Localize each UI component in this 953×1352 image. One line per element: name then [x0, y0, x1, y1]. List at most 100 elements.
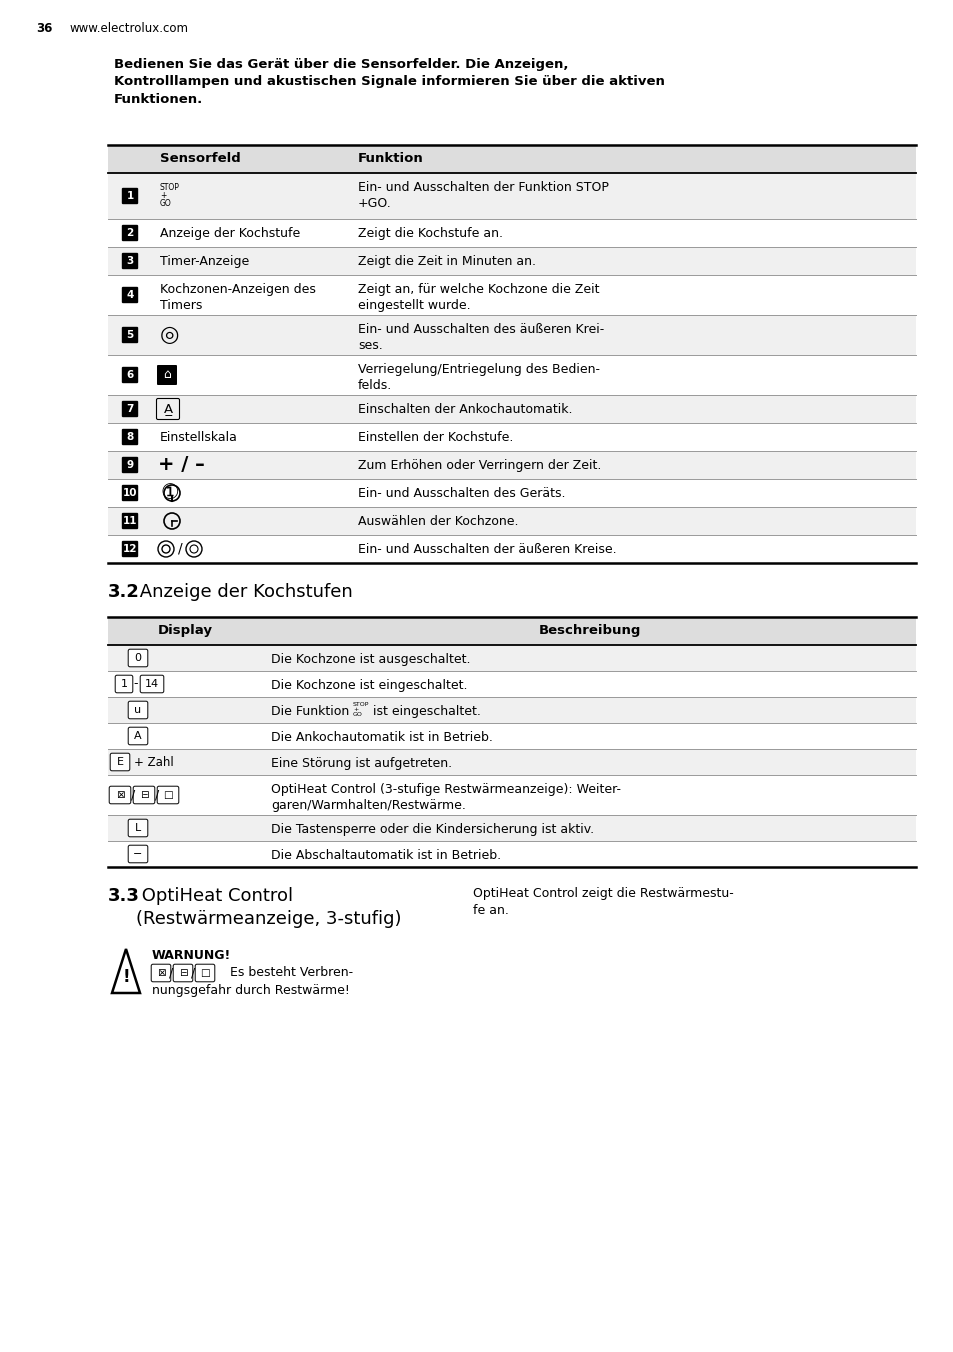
Text: 1: 1 — [120, 679, 128, 690]
Text: +: + — [353, 707, 358, 713]
Bar — [108, 645, 915, 671]
Text: 9: 9 — [127, 460, 133, 470]
Text: A̲: A̲ — [163, 403, 172, 415]
FancyBboxPatch shape — [122, 485, 138, 502]
Text: E: E — [116, 757, 123, 767]
Text: 3: 3 — [126, 256, 133, 266]
Text: OptiHeat Control zeigt die Restwärmestu-
fe an.: OptiHeat Control zeigt die Restwärmestu-… — [473, 887, 733, 917]
FancyBboxPatch shape — [115, 675, 132, 692]
FancyBboxPatch shape — [109, 787, 131, 804]
Text: OptiHeat Control (3-stufige Restwärmeanzeige): Weiter-
garen/Warmhalten/Restwärm: OptiHeat Control (3-stufige Restwärmeanz… — [271, 783, 620, 813]
Bar — [108, 423, 915, 452]
Text: 10: 10 — [123, 488, 137, 498]
Bar — [108, 452, 915, 479]
Text: ⊠: ⊠ — [156, 968, 165, 977]
Text: Zeigt an, für welche Kochzone die Zeit
eingestellt wurde.: Zeigt an, für welche Kochzone die Zeit e… — [357, 283, 598, 312]
Bar — [108, 219, 915, 247]
Text: GO: GO — [353, 713, 362, 717]
Text: Die Kochzone ist eingeschaltet.: Die Kochzone ist eingeschaltet. — [271, 679, 467, 692]
Text: ⊟: ⊟ — [139, 790, 149, 800]
FancyBboxPatch shape — [122, 253, 138, 269]
Text: +: + — [160, 191, 166, 200]
FancyBboxPatch shape — [128, 727, 148, 745]
Text: ⊟: ⊟ — [178, 968, 187, 977]
Text: Ein- und Ausschalten der äußeren Kreise.: Ein- und Ausschalten der äußeren Kreise. — [357, 544, 616, 556]
Text: Die Abschaltautomatik ist in Betrieb.: Die Abschaltautomatik ist in Betrieb. — [271, 849, 500, 863]
Bar — [108, 247, 915, 274]
Text: 7: 7 — [126, 404, 133, 414]
FancyBboxPatch shape — [128, 845, 148, 863]
Text: 36: 36 — [36, 22, 52, 35]
FancyBboxPatch shape — [128, 702, 148, 719]
Text: WARNUNG!: WARNUNG! — [152, 949, 231, 963]
Text: STOP: STOP — [160, 183, 180, 192]
Text: □: □ — [163, 790, 172, 800]
Text: −: − — [133, 849, 143, 859]
Text: ⊠: ⊠ — [115, 790, 124, 800]
FancyBboxPatch shape — [128, 819, 148, 837]
FancyBboxPatch shape — [195, 964, 214, 982]
Bar — [108, 535, 915, 562]
Text: Eine Störung ist aufgetreten.: Eine Störung ist aufgetreten. — [271, 757, 452, 771]
Text: Einstellen der Kochstufe.: Einstellen der Kochstufe. — [357, 431, 513, 443]
Text: 14: 14 — [145, 679, 159, 690]
Text: /: / — [191, 967, 195, 979]
Text: 6: 6 — [126, 370, 133, 380]
Text: u: u — [134, 704, 141, 715]
FancyBboxPatch shape — [140, 675, 164, 692]
Text: Die Funktion: Die Funktion — [271, 704, 353, 718]
Text: Beschreibung: Beschreibung — [537, 625, 640, 637]
Text: Display: Display — [158, 625, 213, 637]
Text: Zum Erhöhen oder Verringern der Zeit.: Zum Erhöhen oder Verringern der Zeit. — [357, 458, 600, 472]
Bar — [108, 356, 915, 395]
Text: !: ! — [122, 968, 130, 986]
Text: □: □ — [200, 968, 210, 977]
Bar — [108, 395, 915, 423]
Text: Funktion: Funktion — [357, 151, 423, 165]
Text: 1: 1 — [126, 191, 133, 201]
FancyBboxPatch shape — [122, 400, 138, 418]
Text: 3.3: 3.3 — [108, 887, 140, 904]
Text: STOP: STOP — [353, 702, 369, 707]
FancyBboxPatch shape — [173, 964, 193, 982]
Text: Zeigt die Zeit in Minuten an.: Zeigt die Zeit in Minuten an. — [357, 256, 536, 268]
Text: Sensorfeld: Sensorfeld — [160, 151, 240, 165]
Text: /: / — [154, 788, 159, 802]
Text: 11: 11 — [123, 516, 137, 526]
FancyBboxPatch shape — [157, 365, 177, 385]
FancyBboxPatch shape — [122, 287, 138, 303]
Text: Einschalten der Ankochautomatik.: Einschalten der Ankochautomatik. — [357, 403, 572, 416]
Text: ⌂: ⌂ — [163, 369, 171, 381]
Text: 4: 4 — [126, 289, 133, 300]
Text: ist eingeschaltet.: ist eingeschaltet. — [369, 704, 480, 718]
Text: Kochzonen-Anzeigen des
Timers: Kochzonen-Anzeigen des Timers — [160, 283, 315, 312]
Bar — [108, 145, 915, 173]
FancyBboxPatch shape — [128, 649, 148, 667]
Bar — [108, 173, 915, 219]
Text: 5: 5 — [126, 330, 133, 339]
Text: Ein- und Ausschalten der Funktion STOP
+GO.: Ein- und Ausschalten der Funktion STOP +… — [357, 181, 608, 210]
Text: nungsgefahr durch Restwärme!: nungsgefahr durch Restwärme! — [152, 984, 350, 996]
Text: -: - — [133, 677, 138, 691]
Bar — [108, 723, 915, 749]
FancyBboxPatch shape — [122, 188, 138, 204]
Text: 8: 8 — [126, 433, 133, 442]
Text: Verriegelung/Entriegelung des Bedien-
felds.: Verriegelung/Entriegelung des Bedien- fe… — [357, 362, 599, 392]
FancyBboxPatch shape — [111, 753, 130, 771]
Text: /: / — [131, 788, 135, 802]
Bar — [108, 507, 915, 535]
FancyBboxPatch shape — [133, 787, 154, 804]
FancyBboxPatch shape — [157, 787, 178, 804]
Text: 12: 12 — [123, 544, 137, 554]
Text: Die Ankochautomatik ist in Betrieb.: Die Ankochautomatik ist in Betrieb. — [271, 731, 493, 744]
Bar — [108, 815, 915, 841]
Text: Zeigt die Kochstufe an.: Zeigt die Kochstufe an. — [357, 227, 502, 241]
Text: Es besteht Verbren-: Es besteht Verbren- — [230, 965, 353, 979]
Bar — [108, 479, 915, 507]
Bar — [108, 698, 915, 723]
FancyBboxPatch shape — [122, 224, 138, 241]
FancyBboxPatch shape — [122, 327, 138, 343]
FancyBboxPatch shape — [122, 366, 138, 383]
Text: 3.2: 3.2 — [108, 583, 140, 602]
Text: Timer-Anzeige: Timer-Anzeige — [160, 256, 249, 268]
